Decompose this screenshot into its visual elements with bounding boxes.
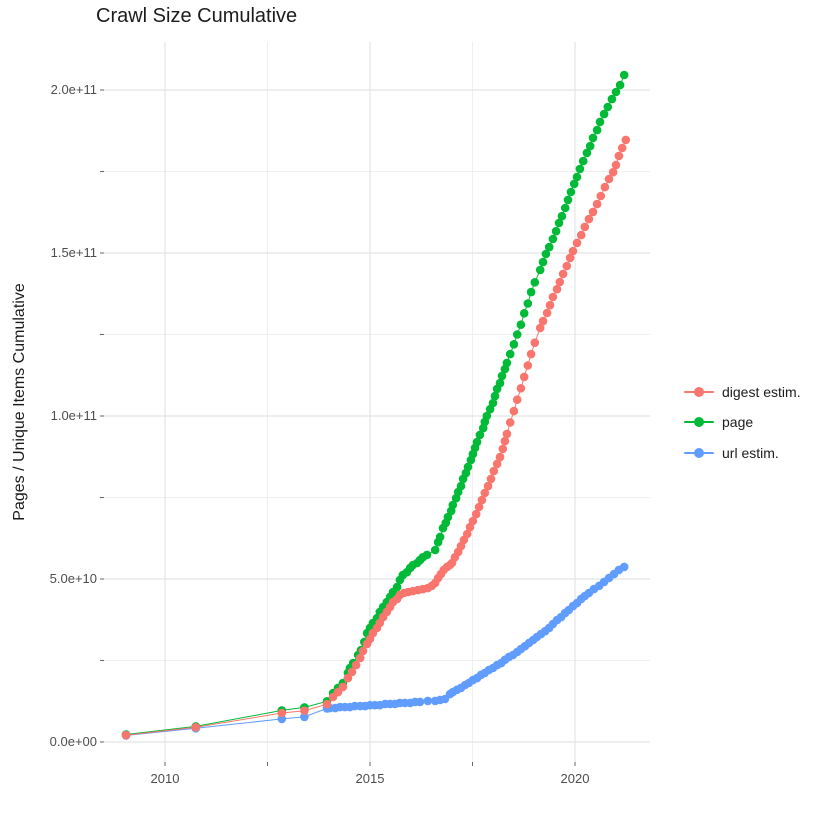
- legend-label-url: url estim.: [722, 445, 779, 461]
- url-estim-key-icon: [684, 443, 714, 463]
- legend-item-digest: digest estim.: [684, 382, 801, 402]
- x-tick-label-2020: 2020: [560, 771, 590, 786]
- y-tick-label-1e11: 1.0e+11: [50, 408, 97, 423]
- gridlines-major: [104, 42, 650, 762]
- y-axis-title: Pages / Unique Items Cumulative: [11, 283, 28, 521]
- y-tick-label-0: 0.0e+00: [49, 734, 97, 749]
- legend-label-page: page: [722, 414, 754, 430]
- x-tick-label-2010: 2010: [150, 771, 180, 786]
- series-url-estim: [121, 562, 629, 740]
- chart-title: Crawl Size Cumulative: [96, 5, 298, 27]
- axis-tick-marks: [100, 89, 576, 766]
- x-tick-label-2015: 2015: [355, 771, 385, 786]
- series-digest-estim: [121, 135, 631, 740]
- legend-item-page: page: [684, 412, 753, 432]
- y-tick-label-5e10: 5.0e+10: [49, 571, 97, 586]
- y-tick-label-1-5e11: 1.5e+11: [50, 245, 97, 260]
- legend-item-url: url estim.: [684, 443, 779, 463]
- gridlines-minor: [104, 42, 650, 762]
- digest-estim-key-icon: [684, 382, 714, 402]
- legend-label-digest: digest estim.: [722, 384, 801, 400]
- series-page: [121, 70, 629, 739]
- page-key-icon: [684, 412, 714, 432]
- y-tick-label-2e11: 2.0e+11: [50, 82, 97, 97]
